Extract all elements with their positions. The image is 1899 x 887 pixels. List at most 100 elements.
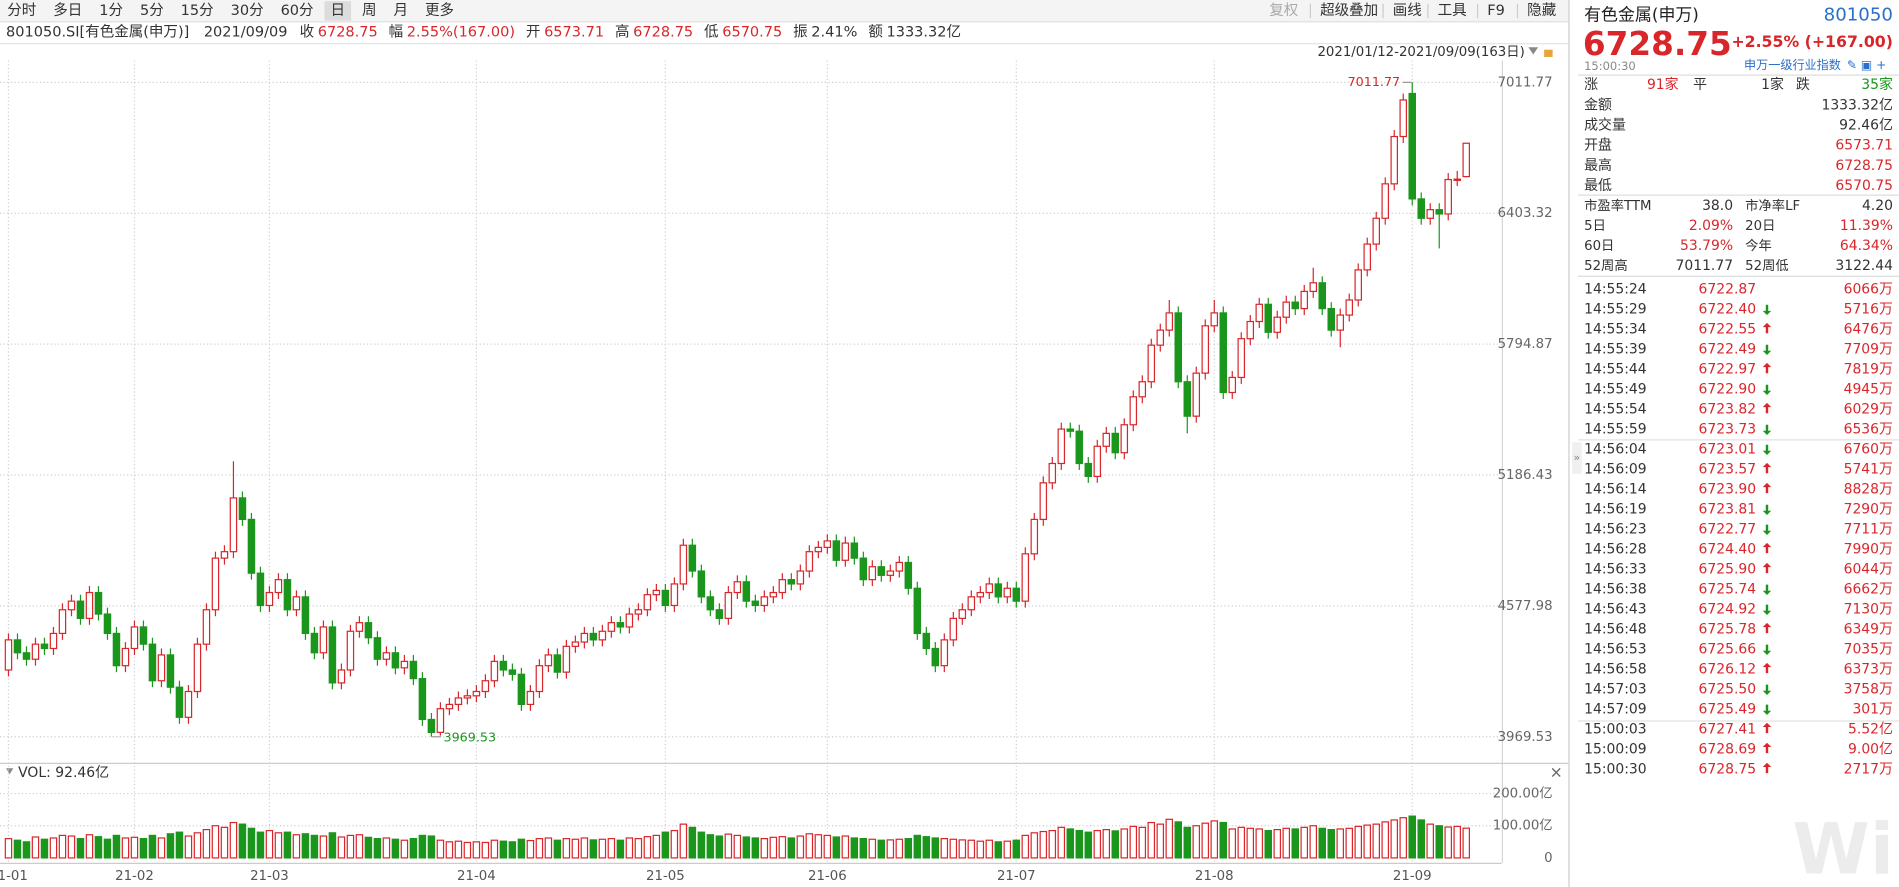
field-label: 最低 [1584, 178, 1612, 194]
toolbar-button[interactable]: 画线 [1393, 2, 1422, 19]
tick-volume: 7130万 [1844, 602, 1893, 618]
volume-bar [1417, 819, 1425, 859]
volume-bar [607, 838, 616, 859]
volume-bar [1228, 828, 1237, 859]
toolbar-button[interactable]: 日 [331, 3, 346, 19]
volume-bar [301, 833, 310, 859]
toolbar-button[interactable]: 60分 [281, 2, 314, 19]
tick-time: 14:56:33 [1584, 562, 1647, 578]
volume-bar [337, 836, 346, 859]
side-tab-icon[interactable]: » [1574, 451, 1581, 464]
toolbar-button[interactable]: 隐藏 [1527, 2, 1557, 19]
candle-body [1363, 243, 1371, 271]
candle-body [76, 600, 85, 619]
tick-price: 6723.81 [1699, 502, 1757, 518]
volume-bar [1183, 826, 1192, 859]
tick-up-arrow [1762, 542, 1772, 554]
info-text: 收 [300, 24, 315, 41]
candle-body [544, 654, 553, 667]
index-type[interactable]: 申万一级行业指数 [1744, 57, 1841, 72]
candle-body [1192, 372, 1201, 417]
tick-volume: 3758万 [1844, 681, 1893, 697]
toolbar-button[interactable]: 周 [362, 2, 377, 19]
tick-price: 6725.66 [1699, 641, 1757, 657]
toolbar-button[interactable]: 5分 [140, 2, 164, 19]
candle-body [1372, 217, 1380, 245]
candle-body [13, 639, 22, 654]
volume-bar [76, 838, 85, 859]
volume-bar [40, 838, 49, 859]
close-icon[interactable]: × [1550, 763, 1563, 782]
volume-bar [535, 838, 544, 859]
range-label: 2021/01/12-2021/09/09(163日) [1317, 45, 1524, 60]
breadth-label: 跌 [1796, 77, 1810, 93]
tick-volume: 7709万 [1844, 342, 1893, 358]
candle-body [553, 654, 562, 673]
toolbar-button[interactable]: 复权 [1269, 1, 1299, 19]
tick-down-arrow [1762, 644, 1772, 655]
candle-body [373, 637, 382, 660]
volume-bar [796, 835, 805, 859]
candle-body [787, 579, 796, 585]
candle-body [940, 639, 949, 667]
breadth-label: 涨 [1584, 77, 1598, 93]
y-tick-label: 7011.77 [1498, 75, 1553, 90]
toolbar-button[interactable]: 超级叠加 [1320, 2, 1378, 19]
candle-body [1156, 329, 1165, 346]
collapse-icon[interactable] [6, 768, 14, 775]
toolbar-button[interactable]: 工具 [1438, 3, 1467, 19]
candle-body [697, 570, 706, 598]
volume-bar [112, 834, 121, 859]
toolbar-button[interactable]: 更多 [425, 2, 454, 19]
dropdown-icon[interactable] [1528, 47, 1539, 55]
tick-volume: 6349万 [1844, 622, 1893, 638]
candle-body [976, 591, 985, 598]
volume-bar [1003, 840, 1012, 859]
toolbar-button[interactable]: 15分 [181, 2, 214, 19]
quote-change: +2.55% (+167.00) [1731, 32, 1892, 51]
tick-price: 6723.73 [1699, 422, 1757, 438]
toolbar-button[interactable]: F9 [1487, 3, 1505, 19]
quote-price: 6728.75 [1583, 25, 1732, 63]
candle-body [337, 669, 346, 684]
x-tick-label: 21-08 [1195, 869, 1234, 884]
candle-body [535, 665, 544, 693]
candle-body [139, 626, 148, 645]
volume-bar [31, 836, 40, 859]
side-tab[interactable] [1572, 442, 1582, 474]
candle-body [958, 609, 967, 619]
tick-up-arrow [1762, 742, 1772, 754]
volume-bar [463, 841, 472, 859]
toolbar-button[interactable]: 分时 [7, 2, 36, 19]
candle-body [418, 677, 427, 721]
volume-bar [247, 827, 256, 859]
candle-body [445, 703, 454, 710]
tick-volume: 6373万 [1844, 661, 1893, 677]
pair-label: 市净率LF [1745, 197, 1800, 214]
volume-bar [481, 841, 490, 859]
toolbar-button[interactable]: 30分 [231, 2, 264, 19]
candle-body [1273, 316, 1282, 333]
volume-bar [1129, 825, 1138, 859]
panel-icons[interactable]: ✎ ▣ + [1847, 58, 1886, 72]
candle-body [715, 609, 724, 619]
candle-body [301, 596, 310, 635]
lock-icon[interactable] [1544, 49, 1553, 57]
volume-bar [787, 837, 796, 859]
volume-bar [364, 836, 373, 859]
info-text: 2.55%(167.00) [407, 25, 515, 41]
volume-bar [1174, 821, 1183, 859]
tick-volume: 6662万 [1844, 582, 1893, 598]
volume-bar [1021, 834, 1030, 859]
candle-body [4, 639, 13, 671]
y-tick-label: 6403.32 [1498, 206, 1553, 221]
candle-body [1444, 178, 1452, 215]
toolbar-button[interactable]: 多日 [53, 2, 82, 19]
volume-bar [1120, 828, 1129, 859]
toolbar-button[interactable]: 1分 [99, 2, 123, 19]
volume-bar [760, 838, 769, 859]
candle-body [1039, 482, 1048, 521]
volume-bar [382, 837, 391, 859]
toolbar-button[interactable]: 月 [393, 3, 408, 19]
volume-bar [904, 838, 913, 859]
